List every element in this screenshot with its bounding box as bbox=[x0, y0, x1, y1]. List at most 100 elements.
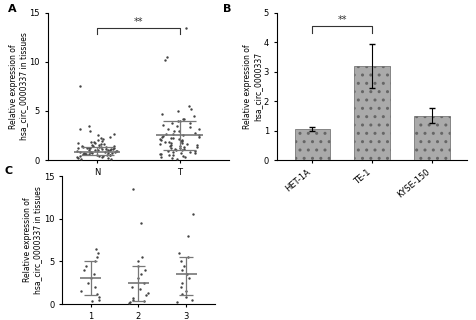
Point bbox=[159, 122, 167, 127]
Point bbox=[87, 149, 95, 154]
Point bbox=[86, 128, 93, 133]
Point bbox=[90, 284, 98, 290]
Y-axis label: Relative expression of
hsa_circ_0000337: Relative expression of hsa_circ_0000337 bbox=[242, 44, 262, 129]
Point bbox=[182, 289, 189, 294]
Point bbox=[139, 299, 147, 304]
Point bbox=[81, 151, 89, 156]
Point bbox=[175, 250, 182, 255]
Point bbox=[162, 132, 170, 137]
Point bbox=[138, 220, 145, 226]
Point bbox=[89, 299, 96, 304]
Point bbox=[77, 289, 85, 294]
Point bbox=[170, 128, 178, 133]
Point bbox=[164, 148, 172, 154]
Point bbox=[137, 272, 145, 277]
Point bbox=[106, 147, 114, 152]
Point bbox=[98, 139, 106, 144]
Point bbox=[136, 287, 143, 292]
Point bbox=[103, 153, 111, 158]
Point bbox=[95, 297, 102, 302]
Point bbox=[174, 137, 182, 142]
Point bbox=[165, 153, 173, 158]
Point bbox=[88, 143, 96, 148]
Point bbox=[158, 135, 165, 140]
Point bbox=[74, 141, 82, 146]
Point bbox=[156, 142, 163, 147]
Point bbox=[172, 148, 179, 153]
Point bbox=[161, 57, 169, 62]
Point bbox=[173, 300, 180, 305]
Point bbox=[102, 146, 110, 151]
Point bbox=[176, 146, 184, 151]
Point bbox=[179, 147, 187, 152]
Point bbox=[178, 148, 186, 153]
Point bbox=[169, 136, 176, 141]
Point bbox=[90, 140, 98, 145]
Point bbox=[89, 151, 96, 156]
Point bbox=[178, 116, 186, 121]
Point bbox=[178, 138, 186, 143]
Point bbox=[125, 300, 132, 306]
Point bbox=[82, 263, 89, 268]
Point bbox=[73, 155, 81, 160]
Text: B: B bbox=[223, 4, 231, 14]
Point bbox=[178, 291, 186, 296]
Point bbox=[185, 120, 193, 125]
Y-axis label: Relative expression of
hsa_circ_0000337 in tissues: Relative expression of hsa_circ_0000337 … bbox=[23, 186, 42, 294]
Point bbox=[79, 152, 87, 157]
Point bbox=[195, 135, 203, 140]
Text: C: C bbox=[4, 166, 12, 176]
Point bbox=[106, 152, 114, 157]
Point bbox=[109, 146, 117, 151]
Point bbox=[133, 263, 141, 268]
Point bbox=[91, 259, 99, 264]
Point bbox=[173, 123, 180, 128]
Point bbox=[195, 133, 203, 138]
Point bbox=[168, 156, 175, 161]
Point bbox=[144, 290, 151, 295]
Point bbox=[142, 293, 149, 298]
Point bbox=[76, 149, 84, 155]
Point bbox=[112, 148, 119, 154]
Point bbox=[191, 130, 199, 135]
Point bbox=[101, 149, 109, 154]
Text: A: A bbox=[8, 4, 16, 14]
Point bbox=[174, 118, 182, 123]
Point bbox=[186, 149, 194, 155]
Point bbox=[104, 151, 111, 156]
Point bbox=[179, 116, 187, 121]
Point bbox=[129, 297, 137, 302]
Point bbox=[169, 131, 177, 136]
Point bbox=[94, 250, 101, 255]
Point bbox=[177, 284, 185, 290]
Point bbox=[170, 147, 178, 152]
Point bbox=[161, 140, 169, 145]
Point bbox=[79, 144, 87, 149]
Point bbox=[188, 212, 196, 217]
Point bbox=[84, 280, 92, 285]
Point bbox=[159, 134, 167, 139]
Point bbox=[168, 120, 176, 125]
Point bbox=[100, 142, 108, 147]
Point bbox=[191, 148, 198, 154]
Point bbox=[94, 138, 101, 143]
Point bbox=[157, 155, 164, 160]
Point bbox=[128, 284, 135, 290]
Point bbox=[178, 133, 186, 138]
Point bbox=[86, 149, 94, 155]
Point bbox=[193, 145, 200, 150]
Point bbox=[177, 151, 185, 156]
Point bbox=[181, 25, 189, 30]
Point bbox=[195, 126, 203, 131]
Point bbox=[75, 155, 82, 160]
Point bbox=[169, 149, 177, 155]
Point bbox=[76, 154, 83, 159]
Point bbox=[190, 113, 198, 118]
Point bbox=[167, 141, 175, 146]
Point bbox=[97, 145, 105, 150]
Point bbox=[184, 254, 191, 260]
Point bbox=[129, 186, 137, 191]
Point bbox=[167, 136, 174, 141]
Point bbox=[156, 152, 164, 157]
Point bbox=[92, 254, 100, 260]
